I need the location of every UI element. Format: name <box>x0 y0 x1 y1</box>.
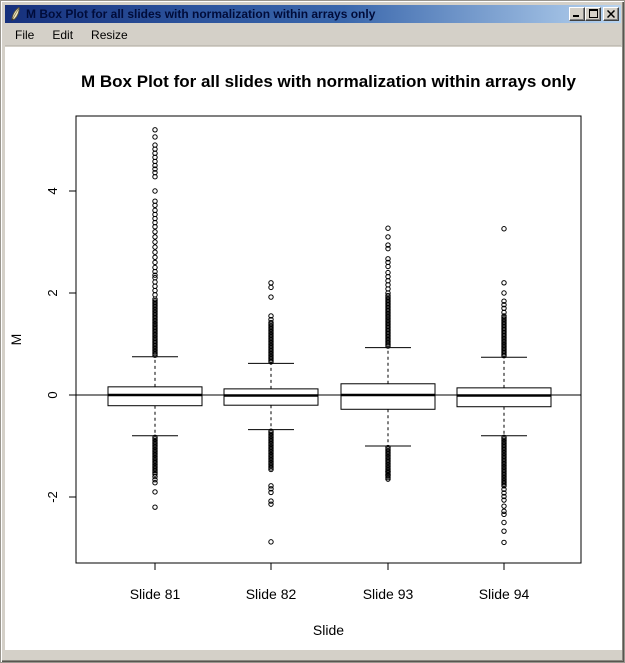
menu-item-resize[interactable]: Resize <box>91 28 128 42</box>
x-tick-label: Slide 81 <box>130 586 181 602</box>
boxplot-figure: M Box Plot for all slides with normaliza… <box>8 72 582 638</box>
boxplot-slide-93 <box>340 225 436 482</box>
plot-canvas: M Box Plot for all slides with normaliza… <box>5 47 622 650</box>
window-controls <box>569 7 619 21</box>
menu-item-file[interactable]: File <box>15 28 35 42</box>
close-icon <box>607 10 615 18</box>
window-titlebar[interactable]: M Box Plot for all slides with normaliza… <box>5 5 621 23</box>
minimize-icon <box>573 15 579 17</box>
plot-title: M Box Plot for all slides with normaliza… <box>81 72 577 91</box>
y-tick-label: -2 <box>45 491 60 503</box>
y-tick-label: 2 <box>45 289 60 296</box>
window-title: M Box Plot for all slides with normaliza… <box>26 7 376 21</box>
y-tick-label: 4 <box>45 187 60 194</box>
boxplot-slide-81 <box>107 127 203 510</box>
close-button[interactable] <box>603 7 619 21</box>
x-tick-label: Slide 94 <box>479 586 530 602</box>
maximize-button[interactable] <box>585 7 601 21</box>
plot-frame <box>75 115 582 564</box>
boxplot-slide-82 <box>223 280 319 545</box>
feather-quill-icon[interactable] <box>7 6 23 22</box>
y-tick-label: 0 <box>45 391 60 398</box>
minimize-button[interactable] <box>569 7 585 21</box>
x-tick-label: Slide 93 <box>363 586 414 602</box>
maximize-icon <box>588 9 598 18</box>
menu-item-edit[interactable]: Edit <box>52 28 74 42</box>
boxplot-slide-94 <box>456 226 552 546</box>
menu-bar: File Edit Resize <box>5 25 621 46</box>
x-axis-label: Slide <box>313 622 344 638</box>
y-axis-label: M <box>8 334 24 346</box>
x-tick-label: Slide 82 <box>246 586 297 602</box>
